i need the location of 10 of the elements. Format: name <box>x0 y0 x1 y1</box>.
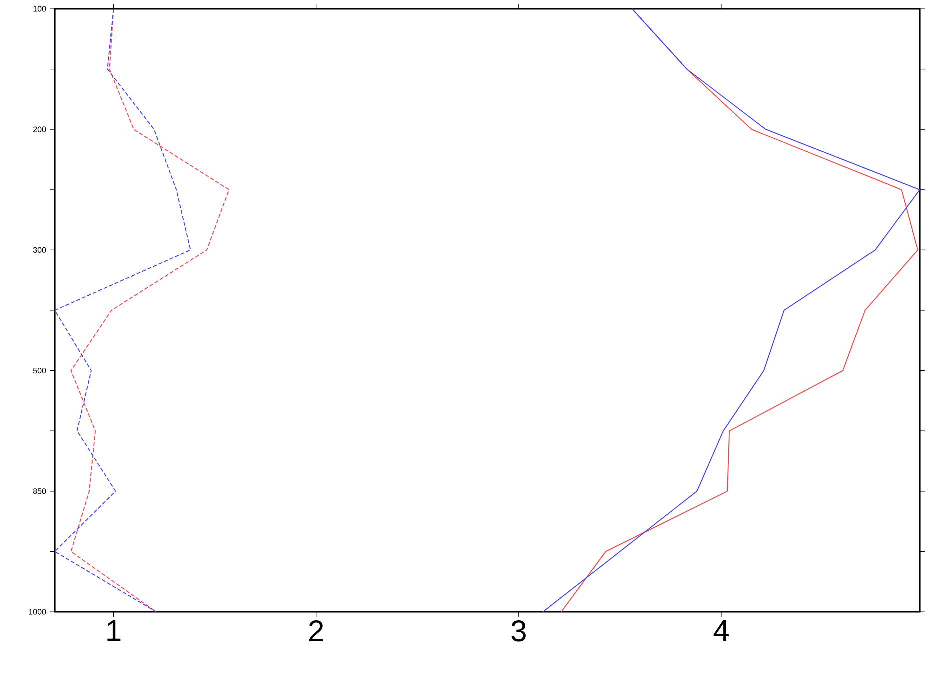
y-tick-label: 500 <box>33 368 46 374</box>
x-tick-label: 1 <box>108 620 121 642</box>
x-tick-label: 2 <box>309 620 324 642</box>
y-tick-label: 200 <box>34 126 46 132</box>
y-tick-label: 300 <box>33 247 46 254</box>
x-tick-label: 4 <box>714 620 729 642</box>
y-tick-label: 100 <box>34 6 46 12</box>
y-tick-label: 850 <box>33 488 46 494</box>
y-tick-label: 1000 <box>29 609 46 615</box>
x-tick-label: 3 <box>512 620 526 642</box>
